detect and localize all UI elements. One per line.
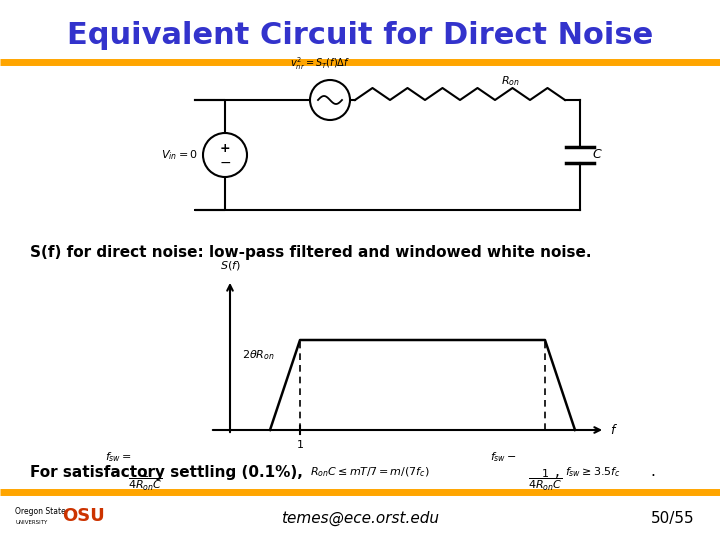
Text: $R_{on}$: $R_{on}$ <box>500 74 519 88</box>
Text: $\dfrac{1}{4R_{on}C}$: $\dfrac{1}{4R_{on}C}$ <box>528 468 562 493</box>
Text: For satisfactory settling (0.1%),: For satisfactory settling (0.1%), <box>30 464 303 480</box>
Text: 50/55: 50/55 <box>652 510 695 525</box>
Text: $f_{sw} -$: $f_{sw} -$ <box>490 450 517 464</box>
Text: $f_{sw} \geq 3.5f_c$: $f_{sw} \geq 3.5f_c$ <box>565 465 621 479</box>
Text: $2\theta R_{on}$: $2\theta R_{on}$ <box>242 348 275 362</box>
Text: UNIVERSITY: UNIVERSITY <box>15 519 48 524</box>
Text: .: . <box>650 464 655 480</box>
Text: +: + <box>220 141 230 154</box>
Circle shape <box>203 133 247 177</box>
Text: 1: 1 <box>297 440 304 450</box>
Text: $R_{on}C \leq mT/7 = m/(7f_c)$: $R_{on}C \leq mT/7 = m/(7f_c)$ <box>310 465 430 479</box>
Text: $f_{sw} =$: $f_{sw} =$ <box>105 450 132 464</box>
Text: $V_{in}=0$: $V_{in}=0$ <box>161 148 198 162</box>
Text: −: − <box>219 156 231 170</box>
Circle shape <box>310 80 350 120</box>
Text: $v_{nr}^2 = S_T(f)\Delta f$: $v_{nr}^2 = S_T(f)\Delta f$ <box>290 55 350 72</box>
Text: ,: , <box>555 464 560 480</box>
Text: $\dfrac{1}{4R_{on}C}$: $\dfrac{1}{4R_{on}C}$ <box>127 468 162 493</box>
Text: Oregon State: Oregon State <box>15 508 66 516</box>
Text: $C$: $C$ <box>592 148 603 161</box>
Text: $S(f)$: $S(f)$ <box>220 259 240 272</box>
Text: temes@ece.orst.edu: temes@ece.orst.edu <box>281 510 439 525</box>
Text: Equivalent Circuit for Direct Noise: Equivalent Circuit for Direct Noise <box>67 21 653 50</box>
Text: S(f) for direct noise: low-pass filtered and windowed white noise.: S(f) for direct noise: low-pass filtered… <box>30 245 592 260</box>
Text: $f$: $f$ <box>610 423 618 437</box>
Text: OSU: OSU <box>62 507 104 525</box>
